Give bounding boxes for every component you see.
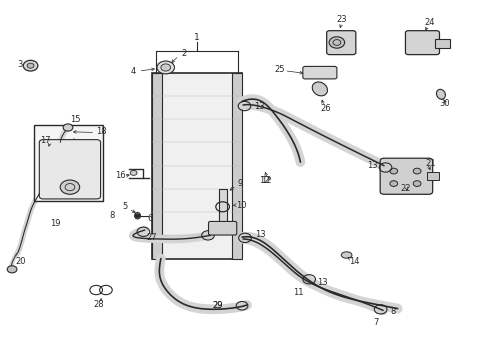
Text: 28: 28 <box>93 300 104 309</box>
Text: 13: 13 <box>316 278 327 287</box>
Text: 13: 13 <box>255 230 265 239</box>
Circle shape <box>27 63 34 68</box>
Circle shape <box>130 170 137 175</box>
Circle shape <box>389 168 397 174</box>
FancyBboxPatch shape <box>39 140 101 199</box>
Text: 1: 1 <box>194 33 200 42</box>
Text: 22: 22 <box>400 184 410 193</box>
Circle shape <box>135 214 140 217</box>
Circle shape <box>161 64 170 71</box>
Text: 19: 19 <box>47 182 58 191</box>
Bar <box>434 39 449 48</box>
Text: 29: 29 <box>212 301 223 310</box>
Text: 26: 26 <box>320 104 331 113</box>
Text: 5: 5 <box>122 202 128 211</box>
Circle shape <box>23 60 38 71</box>
Text: 27: 27 <box>146 233 157 242</box>
Circle shape <box>389 181 397 186</box>
Text: 4: 4 <box>131 67 136 76</box>
Text: 21: 21 <box>424 159 435 168</box>
Text: 12: 12 <box>258 176 269 185</box>
Ellipse shape <box>312 82 327 96</box>
Circle shape <box>157 61 174 74</box>
Text: 13: 13 <box>253 102 264 111</box>
Text: 11: 11 <box>292 288 303 297</box>
Text: 8: 8 <box>109 211 115 220</box>
Text: 3: 3 <box>17 60 22 69</box>
Ellipse shape <box>134 212 140 219</box>
Ellipse shape <box>436 89 445 99</box>
Text: 19: 19 <box>49 219 60 228</box>
Text: 6: 6 <box>147 214 152 223</box>
Circle shape <box>7 266 17 273</box>
FancyBboxPatch shape <box>208 221 236 235</box>
Text: 15: 15 <box>70 115 81 124</box>
Bar <box>152 73 242 258</box>
Text: 30: 30 <box>439 99 449 108</box>
Text: 20: 20 <box>16 257 26 266</box>
Text: 12: 12 <box>260 176 270 185</box>
Text: 14: 14 <box>348 257 359 266</box>
Bar <box>232 73 242 258</box>
Circle shape <box>412 168 420 174</box>
Bar <box>426 172 438 180</box>
FancyBboxPatch shape <box>302 66 336 79</box>
Bar <box>34 125 102 202</box>
Circle shape <box>328 37 344 48</box>
Text: 29: 29 <box>212 301 223 310</box>
FancyBboxPatch shape <box>405 31 439 55</box>
Text: 8: 8 <box>220 227 225 236</box>
Text: 13: 13 <box>366 161 377 170</box>
Text: 23: 23 <box>336 15 346 24</box>
Ellipse shape <box>341 252 351 258</box>
Text: 2: 2 <box>181 49 186 58</box>
Bar <box>152 73 162 258</box>
Text: 18: 18 <box>96 127 107 136</box>
Bar <box>218 189 226 225</box>
Text: 24: 24 <box>423 18 434 27</box>
Text: 25: 25 <box>274 66 284 75</box>
FancyBboxPatch shape <box>326 31 355 55</box>
Text: 9: 9 <box>237 179 242 188</box>
Text: 17: 17 <box>40 136 50 145</box>
Text: 10: 10 <box>235 201 246 210</box>
Circle shape <box>60 180 80 194</box>
Text: 8: 8 <box>389 307 395 316</box>
FancyBboxPatch shape <box>379 158 432 194</box>
Text: 7: 7 <box>372 318 378 327</box>
Circle shape <box>63 124 73 131</box>
Circle shape <box>412 181 420 186</box>
Text: 16: 16 <box>115 171 125 180</box>
